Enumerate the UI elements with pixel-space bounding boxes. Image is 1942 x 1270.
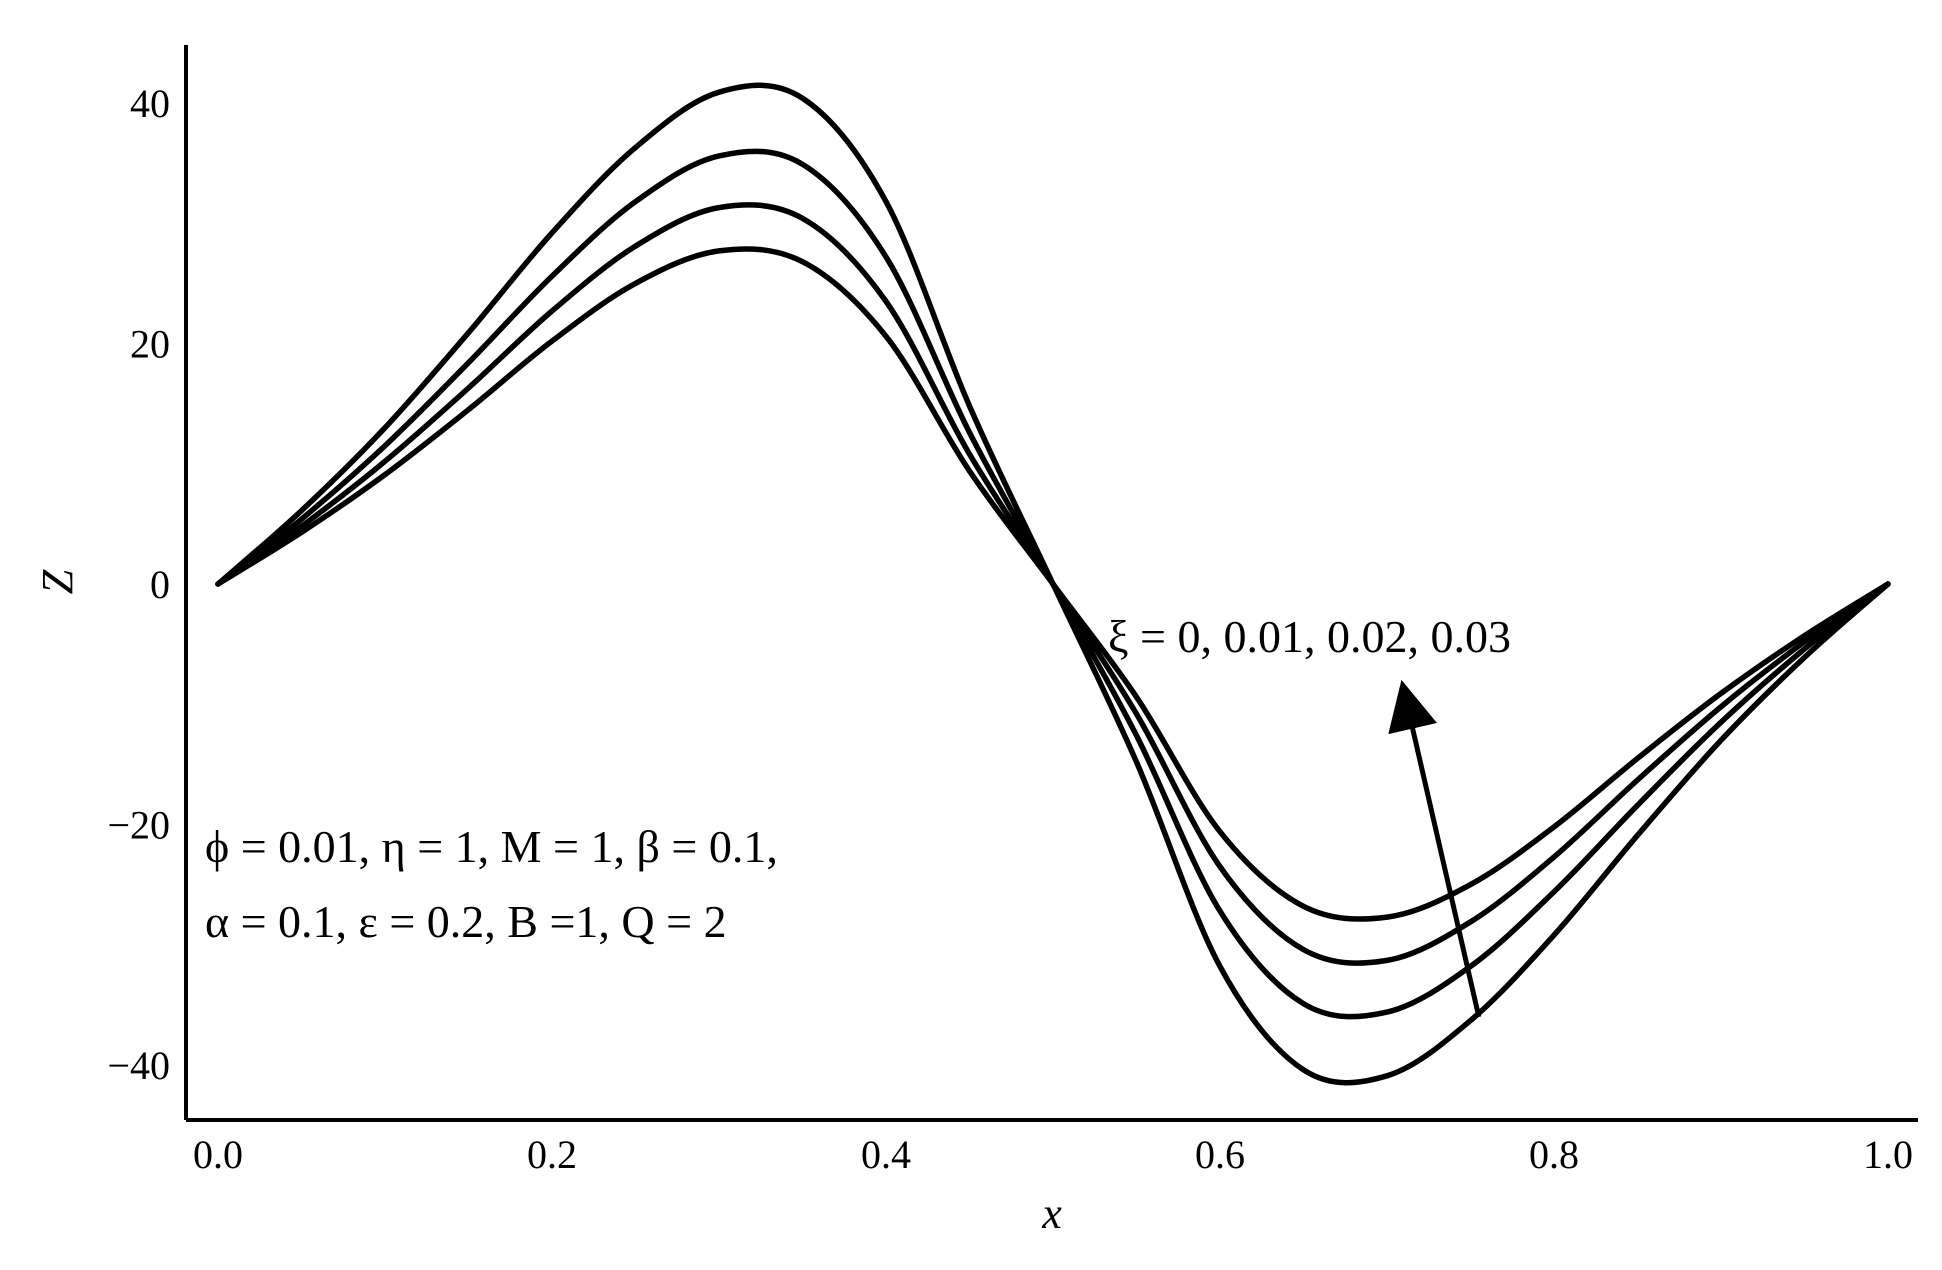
y-tick-label: 0: [150, 562, 170, 607]
x-axis-title: x: [1041, 1189, 1062, 1238]
y-axis-title: Z: [33, 569, 82, 594]
y-tick-label: 40: [130, 81, 170, 126]
y-axis-ticks: 40 20 0 −20 −40: [107, 81, 170, 1088]
series-line-4: [215, 82, 1891, 1086]
x-tick-label: 0.0: [193, 1132, 243, 1177]
series-lines: [215, 82, 1891, 1086]
x-tick-label: 0.2: [527, 1132, 577, 1177]
x-tick-label: 1.0: [1863, 1132, 1913, 1177]
trend-arrow: [1388, 679, 1482, 1018]
x-tick-label: 0.4: [861, 1132, 911, 1177]
parameters-line-1: ϕ = 0.01, η = 1, M = 1, β = 0.1,: [205, 821, 778, 872]
xi-annotation-label: ξ = 0, 0.01, 0.02, 0.03: [1108, 611, 1511, 662]
x-axis-ticks: 0.0 0.2 0.4 0.6 0.8 1.0: [193, 1132, 1913, 1177]
y-tick-label: 20: [130, 322, 170, 367]
parameters-line-2: α = 0.1, ε = 0.2, B =1, Q = 2: [205, 896, 727, 947]
y-tick-label: −20: [107, 803, 170, 848]
y-tick-label: −40: [107, 1043, 170, 1088]
x-tick-label: 0.8: [1529, 1132, 1579, 1177]
x-tick-label: 0.6: [1195, 1132, 1245, 1177]
